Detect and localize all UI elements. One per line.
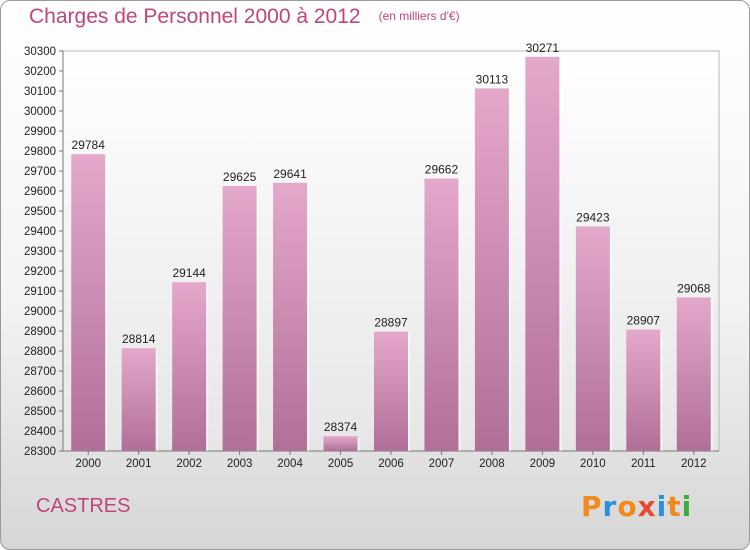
bar: [676, 297, 711, 451]
x-tick-label: 2004: [277, 458, 303, 470]
y-tick-label: 28500: [24, 406, 56, 418]
bar-value-label: 29641: [273, 167, 307, 181]
y-tick-label: 28700: [24, 366, 56, 378]
y-tick-label: 29300: [24, 246, 56, 258]
logo-letter: i: [681, 490, 693, 523]
y-tick-label: 29000: [24, 306, 56, 318]
x-tick-label: 2008: [479, 458, 505, 470]
y-tick-label: 29700: [24, 166, 56, 178]
bar-value-label: 28897: [374, 316, 408, 330]
logo-letter: r: [602, 490, 618, 523]
y-tick-label: 29100: [24, 286, 56, 298]
bar: [374, 331, 408, 451]
chart-subtitle: (en milliers d'€): [378, 9, 460, 23]
bar-value-label: 29662: [425, 163, 459, 177]
bar-value-label: 28374: [324, 420, 358, 434]
x-tick-label: 2007: [429, 458, 455, 470]
x-tick-label: 2003: [227, 458, 253, 470]
proxiti-logo[interactable]: Proxiti: [581, 490, 692, 523]
y-tick-label: 29800: [24, 146, 56, 158]
y-tick-label: 28400: [24, 426, 56, 438]
y-tick-label: 30000: [24, 106, 56, 118]
bar: [424, 178, 459, 451]
y-tick-label: 29500: [24, 206, 56, 218]
chart-title-text: Charges de Personnel 2000 à 2012: [29, 5, 361, 28]
y-tick-label: 29200: [24, 266, 56, 278]
bar: [172, 282, 207, 451]
logo-letter: P: [581, 490, 603, 523]
bar: [273, 182, 308, 452]
logo-letter: o: [617, 490, 638, 523]
bar: [71, 154, 106, 451]
bar-value-label: 28907: [627, 314, 661, 328]
y-tick-label: 28600: [24, 386, 56, 398]
x-tick-label: 2009: [530, 458, 556, 470]
x-tick-label: 2006: [378, 458, 404, 470]
bar: [323, 436, 358, 451]
bar-value-label: 29784: [72, 138, 106, 152]
x-tick-label: 2010: [580, 458, 606, 470]
bar-value-label: 30113: [476, 72, 509, 86]
bar: [575, 226, 610, 451]
x-tick-label: 2012: [681, 458, 707, 470]
bar-value-label: 29068: [677, 281, 711, 295]
bar-value-label: 29423: [576, 210, 610, 224]
x-tick-label: 2011: [631, 458, 656, 470]
bar-value-label: 30271: [526, 41, 560, 55]
y-tick-label: 30200: [24, 66, 56, 78]
bar-value-label: 29625: [223, 170, 257, 184]
y-tick-label: 29400: [24, 226, 56, 238]
y-tick-label: 29900: [24, 126, 56, 138]
bar: [525, 56, 560, 452]
y-tick-label: 30300: [24, 46, 56, 58]
y-tick-label: 30100: [24, 86, 56, 98]
logo-letter: t: [667, 490, 682, 523]
x-tick-label: 2001: [126, 458, 152, 470]
bar: [121, 348, 156, 451]
x-tick-label: 2002: [176, 458, 202, 470]
bar-value-label: 28814: [122, 332, 156, 346]
chart-title: Charges de Personnel 2000 à 2012 (en mill…: [29, 5, 460, 29]
logo-letter: x: [637, 490, 657, 523]
y-tick-label: 29600: [24, 186, 56, 198]
y-tick-label: 28300: [24, 446, 56, 458]
x-tick-label: 2000: [75, 458, 101, 470]
y-tick-label: 28800: [24, 346, 56, 358]
x-tick-label: 2005: [328, 458, 354, 470]
bar-value-label: 29144: [172, 266, 206, 280]
city-name: CASTRES: [36, 495, 131, 517]
y-tick-label: 28900: [24, 326, 56, 338]
logo-letter: i: [656, 490, 668, 523]
bar: [626, 329, 661, 451]
bar: [222, 186, 257, 451]
bar: [474, 88, 509, 452]
